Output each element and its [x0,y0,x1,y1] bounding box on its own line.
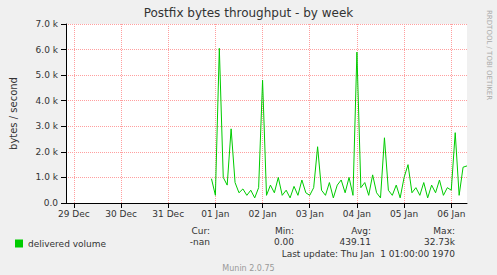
svg-text:4.0 k: 4.0 k [36,96,59,106]
svg-text:04 Jan: 04 Jan [343,209,371,219]
svg-text:1.0 k: 1.0 k [36,172,59,182]
svg-text:Min:: Min: [275,226,294,236]
svg-text:delivered volume: delivered volume [28,239,107,249]
svg-text:0.00: 0.00 [274,237,294,247]
svg-text:06 Jan: 06 Jan [437,209,465,219]
svg-text:2.0 k: 2.0 k [36,147,59,157]
svg-text:RRDTOOL / TOBI OETIKER: RRDTOOL / TOBI OETIKER [485,10,493,100]
svg-text:7.0 k: 7.0 k [36,19,59,29]
svg-text:0.0: 0.0 [44,198,59,208]
svg-text:Postfix bytes throughput - by: Postfix bytes throughput - by week [144,6,354,20]
svg-text:Munin 2.0.75: Munin 2.0.75 [222,264,274,273]
svg-text:Max:: Max: [433,226,455,236]
svg-text:29 Dec: 29 Dec [58,209,90,219]
svg-text:02 Jan: 02 Jan [248,209,276,219]
svg-text:3.0 k: 3.0 k [36,121,59,131]
svg-text:439.11: 439.11 [340,237,372,247]
svg-text:32.73k: 32.73k [424,237,456,247]
svg-text:05 Jan: 05 Jan [390,209,418,219]
svg-text:5.0 k: 5.0 k [36,70,59,80]
svg-text:6.0 k: 6.0 k [36,45,59,55]
svg-text:bytes / second: bytes / second [8,77,19,150]
svg-text:Last update: Thu Jan 1 01:00:: Last update: Thu Jan 1 01:00:00 1970 [282,249,456,259]
svg-text:-nan: -nan [190,237,210,247]
svg-text:31 Dec: 31 Dec [152,209,184,219]
svg-text:30 Dec: 30 Dec [105,209,137,219]
svg-text:Cur:: Cur: [191,226,210,236]
svg-text:03 Jan: 03 Jan [296,209,324,219]
svg-text:01 Jan: 01 Jan [201,209,229,219]
svg-text:Avg:: Avg: [351,226,371,236]
